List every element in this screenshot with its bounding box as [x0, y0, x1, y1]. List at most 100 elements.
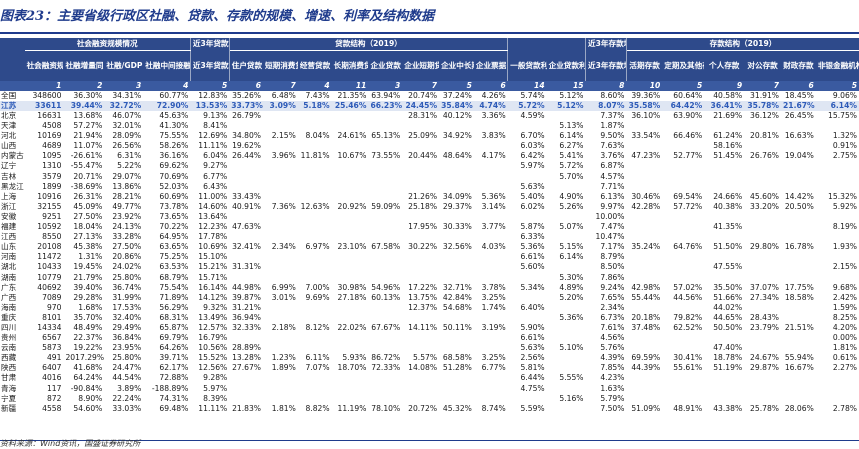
table-cell: [626, 333, 662, 343]
table-cell: 5.10%: [546, 343, 586, 354]
table-cell: 21.35%: [331, 91, 369, 101]
table-cell: [662, 262, 705, 273]
table-cell: 6.03%: [507, 141, 547, 152]
table-cell: [368, 313, 402, 323]
table-cell: 56.29%: [143, 302, 191, 313]
table-cell: 36.74%: [104, 282, 144, 293]
table-cell: [626, 343, 663, 354]
table-cell: [781, 121, 816, 132]
table-cell: 23.79%: [744, 322, 782, 334]
col-header-20: 对公存款: [744, 50, 782, 81]
row-label: 青海: [0, 383, 25, 394]
table-cell: 60.69%: [159, 191, 189, 201]
table-cell: 2.56%: [520, 353, 545, 363]
table-cell: [402, 273, 439, 283]
table-cell: 33.54%: [631, 131, 661, 141]
table-cell: 64.95%: [159, 232, 189, 242]
table-cell: 14.11%: [402, 322, 440, 334]
table-cell: [744, 161, 782, 172]
table-cell: [626, 273, 662, 283]
table-cell: [263, 343, 298, 354]
table-row: 甘肃 4016 64.24% 44.54% 72.88% 9.28% 6.44% 5.55% 4…: [0, 373, 859, 383]
table-cell: 33.28%: [112, 232, 142, 242]
table-row: 云南 5873 19.22% 23.95% 64.26% 10.56% 28.89% 5.63…: [0, 343, 859, 354]
table-cell: 52.77%: [673, 151, 703, 161]
table-cell: 6.99%: [263, 282, 298, 293]
table-cell: 8.90%: [78, 393, 103, 403]
table-cell: [297, 343, 332, 354]
index-cell: 9: [704, 81, 745, 91]
col-header-22: 非银金融机构: [815, 50, 859, 81]
table-cell: 67.58%: [368, 242, 403, 253]
table-cell: [816, 273, 859, 283]
table-cell: [229, 273, 263, 283]
table-cell: [744, 262, 782, 273]
table-cell: [402, 313, 439, 323]
table-cell: [816, 394, 859, 404]
table-cell: [439, 212, 474, 222]
table-cell: 11.19%: [331, 403, 369, 414]
title-rule: [0, 32, 859, 34]
table-cell: 31.99%: [112, 292, 142, 302]
table-cell: -188.89%: [143, 383, 191, 394]
table-cell: 67.67%: [368, 322, 403, 334]
table-cell: 6.77%: [203, 171, 228, 181]
table-cell: [439, 141, 474, 152]
table-cell: 36.16%: [159, 151, 189, 161]
table-cell: 10.69%: [190, 242, 230, 253]
table-cell: 51.50%: [704, 242, 745, 253]
index-cell-region: [0, 81, 25, 91]
table-cell: 20.81%: [750, 131, 780, 141]
header-group-row: 社会融资规模情况 近3年贷款增速 贷款结构（2019） 近3年存款增速 存款结构…: [0, 38, 859, 51]
group-general-rate: [507, 38, 547, 51]
table-cell: 2017.29%: [65, 353, 105, 363]
table-cell: 19.04%: [784, 151, 814, 161]
table-cell: 64.24%: [73, 373, 103, 383]
table-cell: 1.93%: [815, 242, 859, 253]
table-cell: 12.56%: [190, 363, 230, 374]
table-cell: 47.40%: [704, 343, 745, 354]
table-cell: [626, 394, 662, 404]
table-cell: 6.97%: [297, 242, 332, 253]
table-cell: 21.51%: [781, 322, 816, 334]
table-row: 上海 10916 26.31% 28.21% 60.69% 11.00% 33.43% 21.…: [0, 192, 859, 202]
table-cell: 66.46%: [673, 131, 703, 141]
table-cell: 74.31%: [159, 393, 189, 403]
table-cell: 9.28%: [203, 373, 228, 383]
table-row: 安徽 9251 27.50% 23.92% 73.65% 13.64% 10.00%: [0, 212, 859, 222]
table-cell: [473, 121, 508, 132]
table-cell: [816, 172, 859, 182]
table-cell: 12.23%: [190, 222, 230, 233]
table-cell: [547, 333, 586, 343]
table-cell: [704, 333, 744, 343]
table-cell: 1.63%: [585, 383, 627, 394]
table-cell: [626, 222, 663, 233]
table-cell: 69.48%: [143, 403, 191, 414]
table-cell: 29.07%: [112, 171, 142, 181]
table-cell: 6.13%: [600, 191, 625, 201]
table-cell: 60.13%: [371, 292, 401, 302]
table-cell: [744, 222, 782, 233]
table-cell: [474, 232, 508, 242]
table-cell: 58.26%: [143, 141, 191, 152]
table-cell: 70.69%: [159, 171, 189, 181]
table-cell: 5.12%: [546, 91, 586, 101]
table-cell: [626, 181, 663, 192]
row-label: 河南: [1, 252, 17, 262]
table-cell: 39.87%: [232, 292, 262, 302]
table-cell: 8.25%: [832, 312, 857, 322]
table-cell: 6.14%: [815, 101, 859, 111]
table-cell: [704, 212, 744, 222]
table-cell: 8.82%: [297, 403, 332, 414]
table-cell: 8.07%: [585, 101, 627, 111]
table-cell: 52.03%: [143, 181, 191, 192]
table-cell: 5.18%: [297, 101, 332, 111]
table-cell: 36.94%: [232, 312, 262, 322]
table-cell: 6.61%: [520, 252, 545, 262]
table-cell: 14.60%: [190, 201, 230, 212]
table-cell: 16.79%: [198, 333, 228, 343]
table-cell: 39.71%: [159, 353, 189, 363]
table-cell: [662, 373, 704, 383]
table-cell: 5.15%: [546, 242, 586, 253]
table-cell: 78.10%: [368, 403, 403, 414]
